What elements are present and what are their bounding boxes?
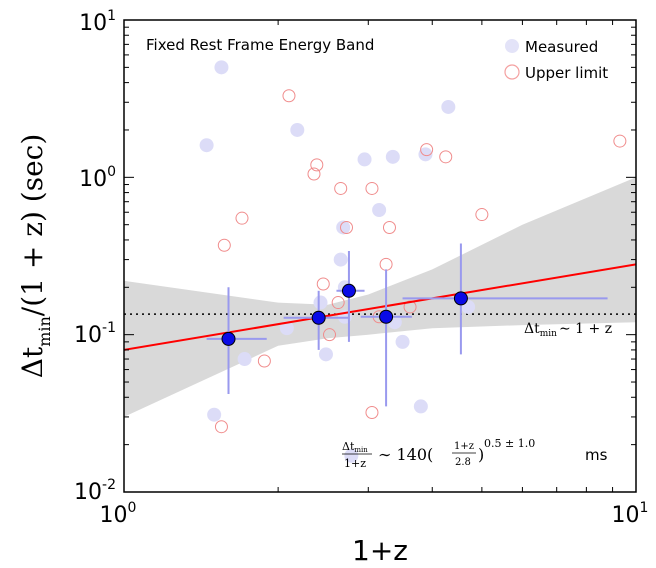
measured-point	[385, 149, 400, 164]
x-tick-label: 100	[100, 500, 137, 528]
measured-point	[290, 122, 305, 137]
upper-limit-point	[339, 220, 353, 234]
upper-limit-point	[217, 238, 231, 252]
measured-point	[214, 60, 229, 75]
plot-frame	[123, 19, 637, 493]
upper-limit-point	[420, 143, 434, 157]
upper-limit-point	[439, 150, 453, 164]
upper-limit-point	[475, 208, 489, 222]
svg-text:1+z: 1+z	[344, 457, 366, 470]
x-axis-label: 1+z	[352, 534, 408, 567]
measured-point	[199, 138, 214, 153]
binned-point	[453, 291, 468, 306]
upper-limit-point	[257, 354, 271, 368]
upper-limit-point	[365, 181, 379, 195]
measured-point	[413, 399, 428, 414]
measured-point	[237, 352, 252, 367]
measured-point	[279, 321, 294, 336]
upper-limit-point	[365, 406, 379, 420]
svg-text:): )	[478, 445, 484, 464]
measured-point	[441, 99, 456, 114]
upper-limit-point	[379, 257, 393, 271]
svg-text:2.8: 2.8	[455, 457, 471, 468]
measured-point	[418, 147, 433, 162]
legend: Measured Upper limit	[504, 38, 608, 82]
fit-formula: Δtmin 1+z ∼ 140( 1+z 2.8 ) 0.5 ± 1.0 ms	[342, 437, 608, 470]
confidence-band-layer	[124, 177, 636, 417]
measured-points-layer	[199, 60, 476, 463]
binned-point	[341, 283, 356, 298]
svg-text:ms: ms	[585, 446, 608, 464]
chart-title: Fixed Rest Frame Energy Band	[146, 36, 374, 54]
fit-line	[124, 263, 636, 351]
measured-point	[372, 202, 387, 217]
measured-point	[336, 220, 351, 235]
measured-point	[207, 407, 222, 422]
binned-point	[311, 310, 326, 325]
measured-point	[333, 252, 348, 267]
y-axis-label: Δtmin/(1 + z) (sec)	[16, 134, 54, 379]
upper-limit-point	[331, 296, 345, 310]
svg-text:0.5 ± 1.0: 0.5 ± 1.0	[484, 437, 535, 450]
measured-point	[313, 295, 328, 310]
upper-limit-point	[382, 220, 396, 234]
upper-limit-point	[214, 420, 228, 434]
binned-point	[379, 309, 394, 324]
legend-upper-limit-marker	[504, 64, 520, 80]
upper-limit-point	[323, 328, 337, 342]
upper-limit-point	[282, 89, 296, 103]
upper-limit-point	[307, 167, 321, 181]
upper-limit-point	[235, 211, 249, 225]
y-tick-label: 100	[79, 164, 116, 192]
svg-text:1+z: 1+z	[454, 441, 474, 452]
upper-limit-point	[403, 300, 417, 314]
x-tick-label: 101	[612, 500, 649, 528]
reference-line-label: Δtmin ∼ 1 + z	[524, 321, 612, 339]
legend-measured-marker	[505, 39, 519, 53]
upper-limit-point	[310, 158, 324, 172]
measured-point	[395, 334, 410, 349]
tick-marks-layer	[123, 19, 637, 493]
measured-point	[344, 448, 359, 463]
upper-limit-point	[334, 181, 348, 195]
binned-points-layer	[206, 243, 608, 407]
svg-text:∼ 140(: ∼ 140(	[378, 445, 433, 464]
svg-text:Δtmin: Δtmin	[342, 440, 368, 454]
measured-point	[357, 152, 372, 167]
y-tick-label: 101	[79, 8, 116, 36]
y-tick-label: 10-1	[74, 320, 116, 348]
y-tick-label: 10-2	[74, 477, 116, 505]
upper-limit-point	[316, 277, 330, 291]
confidence-band	[124, 177, 636, 417]
fit-line-layer	[124, 263, 636, 351]
upper-limit-points-layer	[214, 89, 627, 434]
legend-upper-limit-label: Upper limit	[525, 64, 608, 82]
legend-measured-label: Measured	[525, 38, 598, 56]
upper-limit-point	[613, 134, 627, 148]
measured-point	[318, 347, 333, 362]
binned-point	[221, 331, 236, 346]
